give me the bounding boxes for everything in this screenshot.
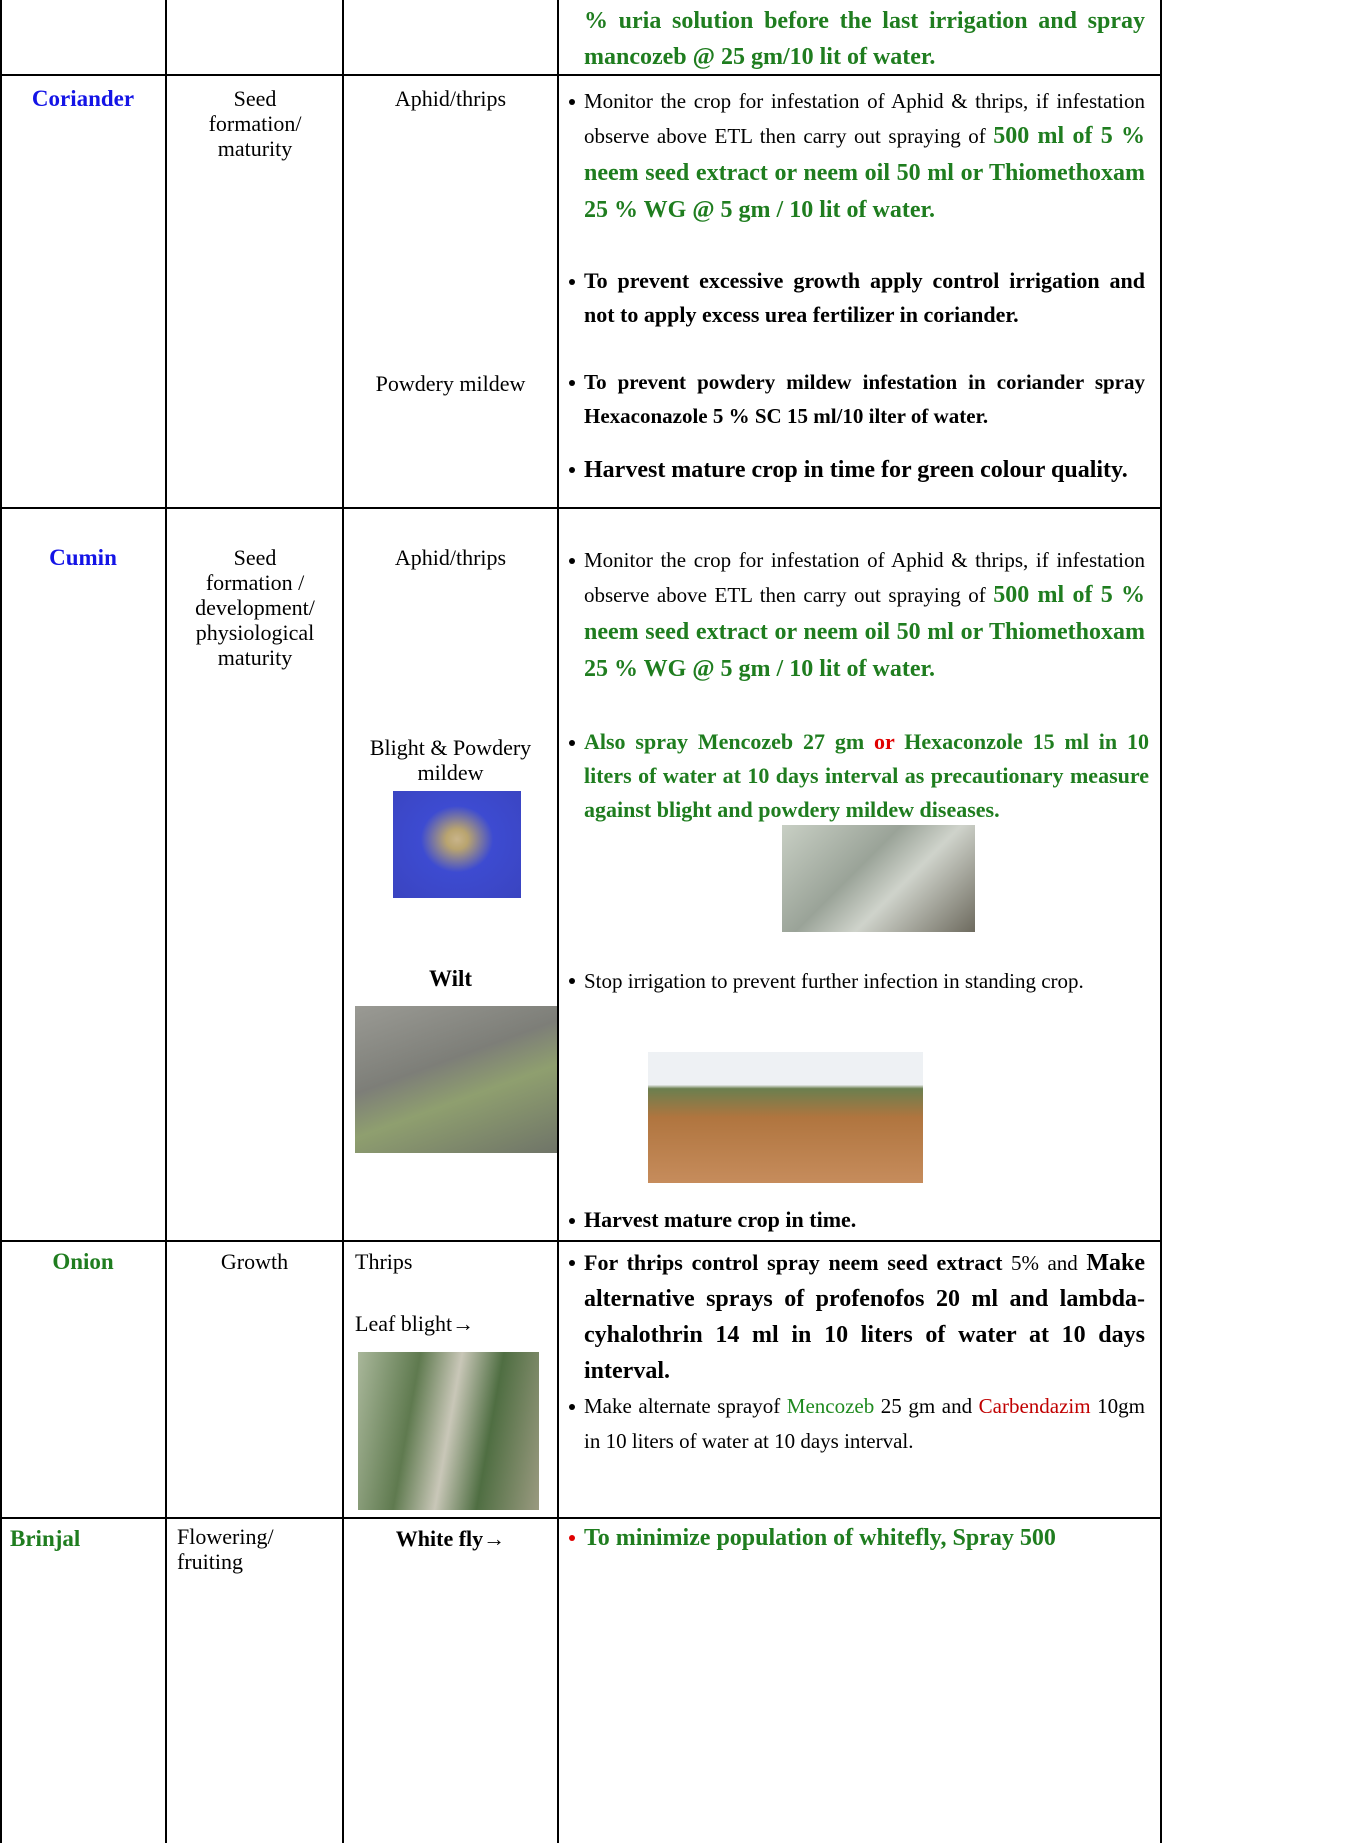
pest: Aphid/thrips xyxy=(394,86,507,111)
text: 5% and xyxy=(1002,1251,1087,1275)
advice: Stop irrigation to prevent further infec… xyxy=(569,963,1145,999)
bullet xyxy=(569,380,575,386)
advice: Monitor the crop for infestation of Aphi… xyxy=(569,84,1146,229)
border xyxy=(0,1517,1162,1519)
pest: Wilt xyxy=(428,966,473,991)
text: For thrips control spray neem seed extra… xyxy=(584,1250,1003,1275)
crop: Onion xyxy=(52,1249,114,1274)
border xyxy=(342,0,344,1843)
text: Monitor the crop for infestation of Aphi… xyxy=(584,89,1145,148)
text: Mencozeb xyxy=(786,1394,875,1418)
text: Make alternative sprays of profenofos 20… xyxy=(584,1250,1145,1384)
pest: Aphid/thrips xyxy=(394,545,507,570)
advice: For thrips control spray neem seed extra… xyxy=(569,1245,1145,1389)
blight-image xyxy=(393,791,521,898)
text: % uria solution before the last irrigati… xyxy=(584,8,1145,70)
border xyxy=(0,507,1162,509)
border xyxy=(165,0,167,1843)
text: Make alternate sprayof xyxy=(584,1394,787,1418)
wilt-image xyxy=(355,1006,557,1153)
pest: Blight & Powdery mildew xyxy=(369,735,532,785)
text: To minimize population of whitefly, Spra… xyxy=(584,1525,1056,1551)
advice: Harvest mature crop in time. xyxy=(569,1203,1145,1237)
stage: Growth xyxy=(220,1249,289,1274)
crop: Coriander xyxy=(31,86,135,111)
border xyxy=(0,1240,1162,1242)
text: 500 ml of 5 % neem seed extract or neem … xyxy=(584,582,1146,682)
advice: Also spray Mencozeb 27 gm or Hexaconzole… xyxy=(569,725,1149,827)
bullet xyxy=(569,99,575,105)
advice: To minimize population of whitefly, Spra… xyxy=(569,1520,1145,1556)
bullet xyxy=(569,1535,575,1541)
bullet xyxy=(569,978,575,984)
bullet xyxy=(569,1218,575,1224)
text: Hexaconzole 15 ml in 10 liters of water … xyxy=(584,729,1149,822)
text: Harvest mature crop in time. xyxy=(584,1207,857,1232)
stage: Seed formation / development/ physiologi… xyxy=(195,545,315,670)
pest: Thrips xyxy=(355,1249,413,1274)
crop: Brinjal xyxy=(10,1526,81,1551)
leaf-blight-image xyxy=(358,1352,539,1510)
bullet xyxy=(569,1260,575,1266)
text: Also spray Mencozeb 27 gm xyxy=(584,729,875,754)
crop: Cumin xyxy=(49,545,117,570)
advice: Make alternate sprayof Mencozeb 25 gm an… xyxy=(569,1389,1145,1459)
text: Monitor the crop for infestation of Aphi… xyxy=(584,548,1145,607)
text: or xyxy=(874,729,895,754)
text: 25 gm and xyxy=(874,1394,979,1418)
pest: Powdery mildew xyxy=(375,371,526,396)
text: Carbendazim xyxy=(978,1394,1091,1418)
border xyxy=(0,0,2,1843)
field-image xyxy=(648,1052,923,1183)
border xyxy=(557,0,559,1843)
pest: Leaf blight→ xyxy=(355,1311,475,1336)
text: 500 ml of 5 % neem seed extract or neem … xyxy=(584,123,1146,223)
text: Stop irrigation to prevent further infec… xyxy=(584,969,1084,993)
text: Harvest mature crop in time for green co… xyxy=(584,457,1128,483)
advice: To prevent powdery mildew infestation in… xyxy=(569,365,1145,433)
bullet xyxy=(569,558,575,564)
text: To prevent powdery mildew infestation in… xyxy=(584,370,1145,428)
stage: Seed formation/ maturity xyxy=(208,86,302,161)
bullet xyxy=(569,1404,575,1410)
text: To prevent excessive growth apply contro… xyxy=(584,268,1145,327)
advice: To prevent excessive growth apply contro… xyxy=(569,264,1145,332)
border xyxy=(0,74,1162,76)
stage: Flowering/ fruiting xyxy=(177,1524,274,1574)
border xyxy=(1160,0,1162,1843)
advice: Monitor the crop for infestation of Aphi… xyxy=(569,543,1146,688)
advice: % uria solution before the last irrigati… xyxy=(584,3,1145,75)
bullet xyxy=(569,279,575,285)
advice: Harvest mature crop in time for green co… xyxy=(569,452,1145,488)
cumin-image xyxy=(782,825,975,932)
bullet xyxy=(569,740,575,746)
pest: White fly→ xyxy=(395,1526,506,1551)
text: 10gm in 10 liters of water at 10 days in… xyxy=(584,1394,1145,1453)
bullet xyxy=(569,467,575,473)
